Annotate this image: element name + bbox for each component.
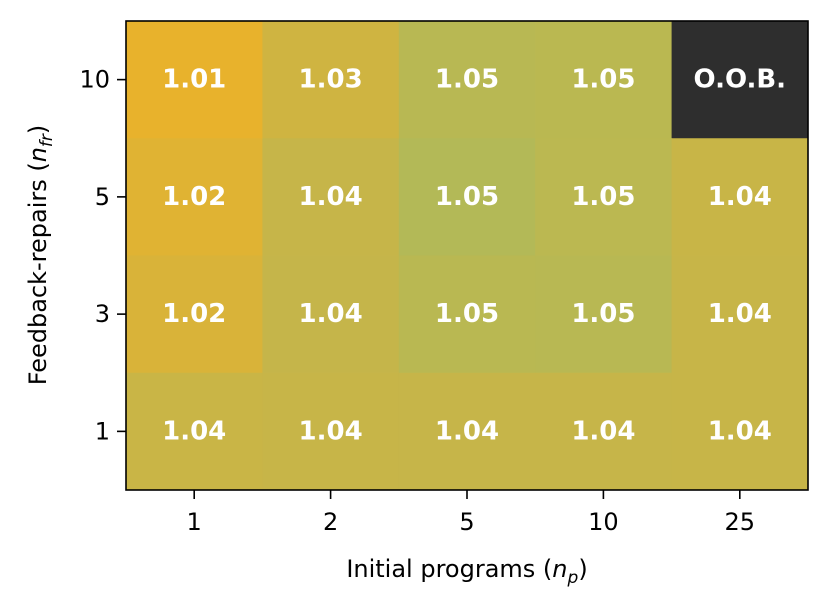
x-tick-label: 2 — [323, 508, 338, 536]
heatmap-cell — [535, 138, 673, 256]
heatmap-cell — [262, 372, 400, 491]
heatmap-cell — [671, 255, 809, 374]
x-axis-ticks: 1 2 5 10 25 — [187, 490, 756, 536]
heatmap-cell — [398, 372, 536, 491]
cell-value-label: 1.05 — [435, 299, 499, 329]
x-axis-title: Initial programs (np) — [346, 555, 587, 588]
heatmap-cell — [398, 138, 536, 256]
cell-value-label: O.O.B. — [694, 65, 787, 95]
cell-value-label: 1.05 — [435, 65, 499, 95]
cell-value-label: 1.04 — [708, 182, 772, 212]
cell-value-label: 1.05 — [571, 299, 635, 329]
cell-value-label: 1.05 — [435, 182, 499, 212]
heatmap-cell — [126, 21, 263, 139]
x-tick-label: 10 — [588, 508, 619, 536]
heatmap-cell — [126, 138, 263, 256]
heatmap-cell — [126, 372, 263, 491]
heatmap-cell — [262, 138, 400, 256]
x-tick-label: 5 — [459, 508, 474, 536]
heatmap-cell — [126, 255, 263, 374]
heatmap-cell — [535, 372, 673, 491]
y-tick-label: 10 — [79, 66, 110, 94]
cell-value-label: 1.02 — [162, 182, 226, 212]
heatmap-cell — [535, 21, 673, 139]
heatmap-cell — [262, 21, 400, 139]
x-tick-label: 1 — [187, 508, 202, 536]
cell-value-label: 1.04 — [299, 416, 363, 446]
heatmap-cell — [671, 21, 809, 139]
cell-value-label: 1.04 — [162, 416, 226, 446]
cell-value-label: 1.02 — [162, 299, 226, 329]
heatmap-cell — [262, 255, 400, 374]
y-tick-label: 5 — [95, 183, 110, 211]
heatmap-cell — [535, 255, 673, 374]
x-tick-label: 25 — [725, 508, 756, 536]
y-axis-ticks: 10 5 3 1 — [79, 66, 126, 445]
cell-value-label: 1.04 — [708, 416, 772, 446]
heatmap-cell — [398, 21, 536, 139]
cell-value-label: 1.04 — [299, 299, 363, 329]
cell-value-label: 1.04 — [708, 299, 772, 329]
y-tick-label: 1 — [95, 417, 110, 445]
heatmap-cells: 1.01 1.03 1.05 1.05 O.O.B. 1.02 1.04 1.05 1.05 1.… — [126, 21, 809, 491]
heatmap-cell — [671, 372, 809, 491]
cell-value-label: 1.04 — [571, 416, 635, 446]
cell-value-label: 1.03 — [299, 65, 363, 95]
heatmap-cell — [398, 255, 536, 374]
cell-value-label: 1.04 — [435, 416, 499, 446]
y-axis-title: Feedback-repairs (nfr) — [24, 125, 57, 386]
cell-value-label: 1.04 — [299, 182, 363, 212]
heatmap-cell — [671, 138, 809, 256]
y-tick-label: 3 — [95, 300, 110, 328]
cell-value-label: 1.05 — [571, 182, 635, 212]
cell-value-label: 1.05 — [571, 65, 635, 95]
cell-value-label: 1.01 — [162, 65, 226, 95]
